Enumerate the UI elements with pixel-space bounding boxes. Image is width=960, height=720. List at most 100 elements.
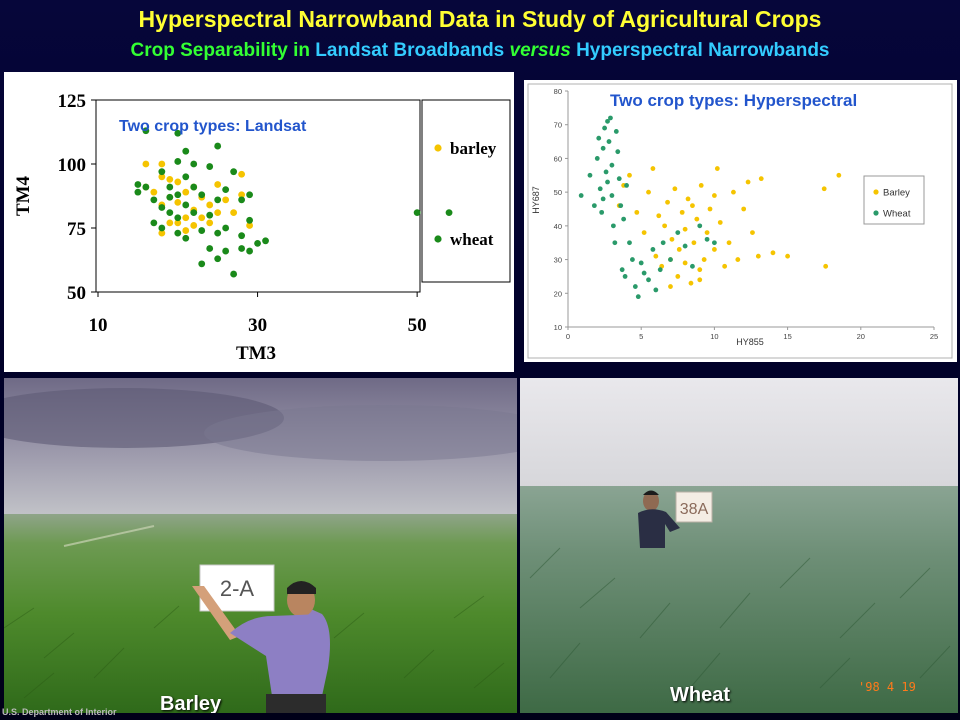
landsat-point-wheat xyxy=(445,209,453,217)
landsat-point-wheat xyxy=(158,168,166,176)
landsat-point-barley xyxy=(206,219,214,227)
hyperspectral-y-tick-label: 20 xyxy=(554,289,562,298)
hyperspectral-point-barley xyxy=(741,206,747,212)
wheat-field-picture: 38A xyxy=(520,378,958,713)
landsat-point-wheat xyxy=(134,188,142,196)
hyperspectral-point-barley xyxy=(656,213,662,219)
hyperspectral-point-barley xyxy=(731,189,736,195)
barley-field-picture: 2-A xyxy=(4,378,517,713)
hyperspectral-point-barley xyxy=(823,263,829,269)
hyperspectral-point-wheat xyxy=(630,257,635,262)
landsat-point-wheat xyxy=(222,186,230,193)
landsat-legend-label-wheat: wheat xyxy=(450,230,494,249)
hyperspectral-point-barley xyxy=(691,240,697,246)
landsat-point-wheat xyxy=(254,239,261,247)
hyperspectral-point-wheat xyxy=(697,223,703,229)
landsat-point-wheat xyxy=(222,247,230,255)
hyperspectral-point-wheat xyxy=(635,294,641,300)
landsat-point-barley xyxy=(166,219,174,227)
hyperspectral-y-tick-label: 70 xyxy=(554,121,562,130)
landsat-point-barley xyxy=(150,188,158,196)
hyperspectral-x-tick-label: 25 xyxy=(930,332,938,341)
hyperspectral-point-wheat xyxy=(624,183,629,188)
landsat-point-wheat xyxy=(142,183,150,191)
hyperspectral-point-barley xyxy=(685,196,691,202)
hyperspectral-point-barley xyxy=(697,267,703,273)
landsat-point-wheat xyxy=(246,247,253,255)
hyperspectral-point-barley xyxy=(675,274,681,279)
wheat-sign-text: 38A xyxy=(680,501,709,518)
hyperspectral-point-wheat xyxy=(682,243,688,249)
landsat-point-wheat xyxy=(238,196,246,204)
landsat-point-wheat xyxy=(182,234,190,242)
landsat-point-wheat xyxy=(166,209,174,217)
hyperspectral-point-wheat xyxy=(650,247,656,252)
landsat-point-wheat xyxy=(262,237,269,245)
wheat-sign-card xyxy=(675,491,713,523)
hyperspectral-point-barley xyxy=(634,209,640,215)
landsat-x-tick-label: 10 xyxy=(89,315,108,336)
landsat-point-wheat xyxy=(206,163,214,170)
landsat-point-wheat xyxy=(182,201,190,209)
landsat-point-wheat xyxy=(190,160,198,168)
hyperspectral-point-barley xyxy=(697,277,703,283)
hyperspectral-y-tick-label: 80 xyxy=(554,87,562,96)
landsat-point-wheat xyxy=(166,193,174,201)
hyperspectral-point-barley xyxy=(755,253,761,259)
hyperspectral-y-tick-label: 40 xyxy=(554,222,562,231)
hyperspectral-legend-marker-wheat xyxy=(873,210,879,216)
landsat-point-wheat xyxy=(134,181,142,188)
landsat-scatter-chart: 50 75 100 125 10 30 50 barley wheat Two crop t… xyxy=(13,91,511,364)
hyperspectral-point-wheat xyxy=(641,270,647,276)
hyperspectral-point-barley xyxy=(714,166,720,171)
landsat-point-wheat xyxy=(238,232,246,240)
landsat-chart-title: Two crop types: Landsat xyxy=(119,118,307,135)
landsat-point-barley xyxy=(174,219,182,227)
hyperspectral-point-wheat xyxy=(712,240,717,246)
landsat-point-wheat xyxy=(174,158,182,165)
landsat-point-wheat xyxy=(150,196,158,204)
hyperspectral-point-wheat xyxy=(675,230,681,236)
landsat-point-wheat xyxy=(413,209,421,217)
landsat-point-wheat xyxy=(174,129,182,137)
hyperspectral-point-barley xyxy=(669,236,675,242)
hyperspectral-point-barley xyxy=(672,186,678,192)
landsat-point-wheat xyxy=(166,183,174,191)
hyperspectral-chart-panel: 10 20 30 40 50 60 70 80 0 5 10 15 20 25 Barley Wheat T… xyxy=(524,80,957,362)
landsat-point-wheat xyxy=(150,219,158,227)
hyperspectral-point-barley xyxy=(676,247,682,252)
hyperspectral-point-wheat xyxy=(615,149,621,155)
landsat-point-wheat xyxy=(230,270,238,278)
landsat-point-wheat xyxy=(238,245,246,252)
hyperspectral-point-wheat xyxy=(618,203,624,209)
wheat-date-stamp: '98 4 19 xyxy=(858,680,916,694)
hyperspectral-point-barley xyxy=(821,186,827,192)
landsat-point-wheat xyxy=(182,173,190,181)
landsat-legend-marker-wheat xyxy=(434,235,442,243)
hyperspectral-point-wheat xyxy=(612,240,618,246)
hyperspectral-point-wheat xyxy=(605,179,610,185)
hyperspectral-point-barley xyxy=(653,253,659,259)
hyperspectral-legend-label-wheat: Wheat xyxy=(883,209,911,220)
hyperspectral-point-wheat xyxy=(621,216,627,222)
hyperspectral-x-tick-label: 15 xyxy=(783,332,791,341)
hyperspectral-point-barley xyxy=(770,250,776,256)
hyperspectral-point-wheat xyxy=(602,125,607,131)
hyperspectral-point-barley xyxy=(701,257,707,262)
landsat-y-axis-label: TM4 xyxy=(13,175,34,216)
landsat-point-wheat xyxy=(174,191,182,199)
hyperspectral-legend-marker-barley xyxy=(873,189,879,195)
hyperspectral-point-wheat xyxy=(613,129,619,134)
hyperspectral-point-barley xyxy=(668,284,673,289)
hyperspectral-x-tick-label: 10 xyxy=(710,332,718,341)
landsat-point-wheat xyxy=(198,191,206,199)
hyperspectral-x-tick-label: 0 xyxy=(566,332,570,341)
hyperspectral-point-wheat xyxy=(610,223,616,229)
landsat-y-tick-label: 100 xyxy=(58,155,87,176)
hyperspectral-point-wheat xyxy=(600,145,606,151)
landsat-point-wheat xyxy=(246,216,253,224)
landsat-point-wheat xyxy=(198,227,206,234)
landsat-point-barley xyxy=(230,209,238,217)
hyperspectral-point-barley xyxy=(722,263,728,269)
landsat-point-wheat xyxy=(214,229,222,237)
